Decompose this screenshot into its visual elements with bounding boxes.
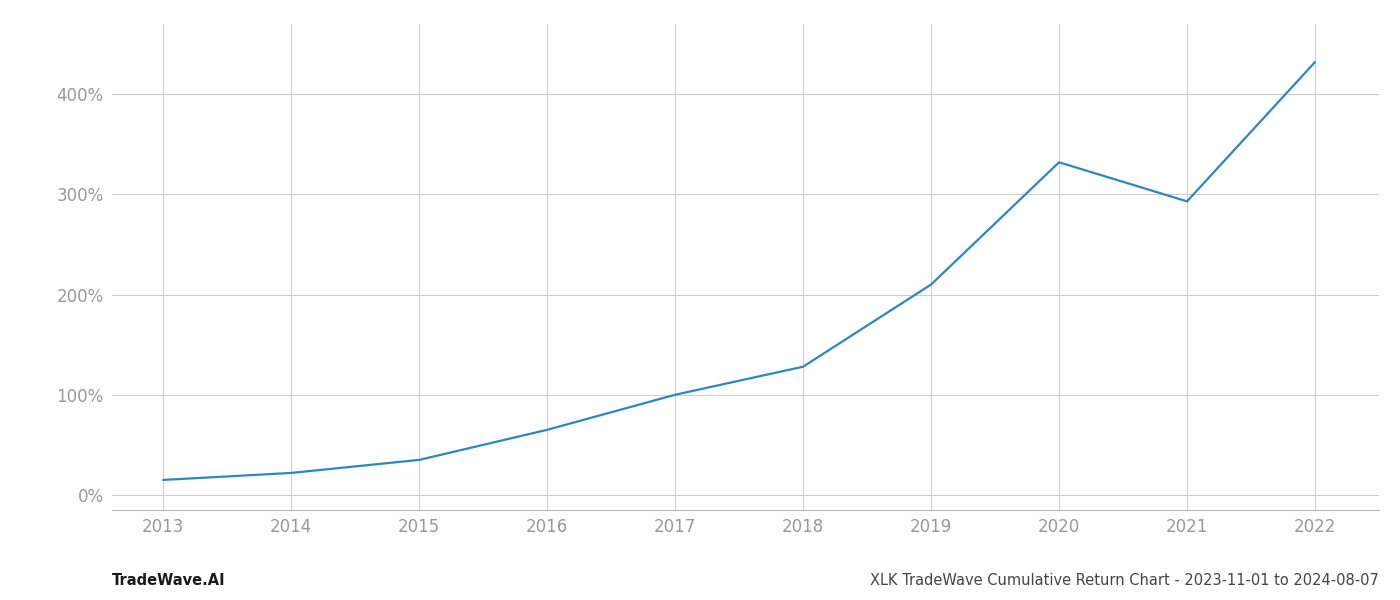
Text: TradeWave.AI: TradeWave.AI <box>112 573 225 588</box>
Text: XLK TradeWave Cumulative Return Chart - 2023-11-01 to 2024-08-07: XLK TradeWave Cumulative Return Chart - … <box>871 573 1379 588</box>
